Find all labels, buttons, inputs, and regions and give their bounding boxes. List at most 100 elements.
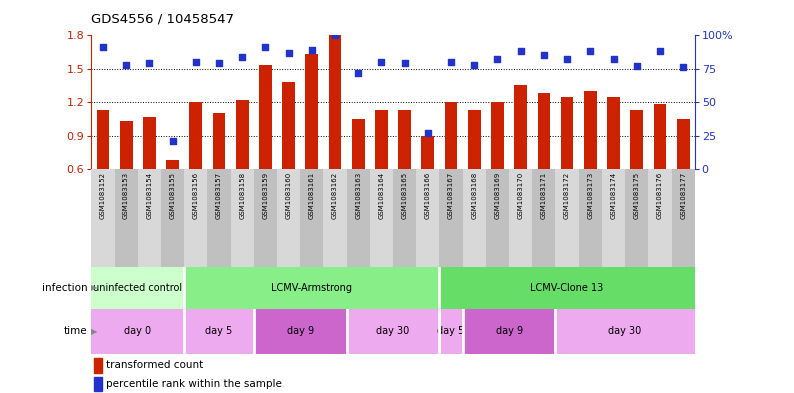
Bar: [439, 267, 695, 309]
Bar: [416, 169, 439, 267]
Bar: [114, 169, 137, 267]
Bar: [306, 54, 318, 169]
Bar: [323, 169, 347, 267]
Point: [399, 60, 411, 66]
Point: [561, 56, 573, 62]
Bar: [445, 102, 457, 169]
Text: GSM1083164: GSM1083164: [379, 172, 384, 219]
Point: [120, 62, 133, 68]
Bar: [120, 121, 133, 169]
Bar: [607, 97, 620, 169]
Bar: [463, 169, 486, 267]
Text: time: time: [64, 326, 87, 336]
Text: GSM1083177: GSM1083177: [680, 172, 686, 219]
Bar: [439, 169, 463, 267]
Text: transformed count: transformed count: [106, 360, 203, 370]
Text: GSM1083158: GSM1083158: [239, 172, 245, 219]
Bar: [676, 119, 689, 169]
Bar: [190, 102, 202, 169]
Bar: [236, 100, 249, 169]
Bar: [300, 169, 323, 267]
Bar: [486, 169, 509, 267]
Bar: [653, 105, 666, 169]
Bar: [347, 309, 439, 354]
Text: day 30: day 30: [376, 326, 410, 336]
Point: [236, 53, 249, 60]
Text: GSM1083175: GSM1083175: [634, 172, 640, 219]
Point: [445, 59, 457, 65]
Bar: [207, 169, 230, 267]
Bar: [393, 169, 416, 267]
Text: uninfected control: uninfected control: [93, 283, 183, 293]
Bar: [561, 97, 573, 169]
Bar: [230, 169, 254, 267]
Point: [97, 44, 110, 51]
Point: [630, 63, 643, 69]
Text: GSM1083170: GSM1083170: [518, 172, 524, 219]
Point: [329, 32, 341, 39]
Text: GSM1083154: GSM1083154: [146, 172, 152, 219]
Text: GSM1083159: GSM1083159: [262, 172, 268, 219]
Bar: [584, 91, 597, 169]
Point: [515, 48, 527, 55]
Point: [143, 60, 156, 66]
Text: GSM1083160: GSM1083160: [286, 172, 291, 219]
Bar: [649, 169, 672, 267]
Point: [190, 59, 202, 65]
Bar: [184, 169, 207, 267]
Text: GSM1083155: GSM1083155: [170, 172, 175, 219]
Bar: [375, 110, 387, 169]
Bar: [538, 93, 550, 169]
Bar: [602, 169, 625, 267]
Bar: [579, 169, 602, 267]
Point: [584, 48, 596, 55]
Text: GSM1083156: GSM1083156: [193, 172, 198, 219]
Bar: [91, 169, 114, 267]
Bar: [556, 169, 579, 267]
Point: [282, 50, 295, 56]
Bar: [166, 160, 179, 169]
Text: GSM1083171: GSM1083171: [541, 172, 547, 219]
Point: [306, 47, 318, 53]
Bar: [97, 110, 110, 169]
Bar: [94, 358, 102, 373]
Point: [653, 48, 666, 55]
Point: [352, 70, 364, 76]
Bar: [282, 82, 295, 169]
Text: day 0: day 0: [124, 326, 152, 336]
Bar: [422, 136, 434, 169]
Text: day 30: day 30: [608, 326, 642, 336]
Bar: [329, 35, 341, 169]
Bar: [184, 309, 254, 354]
Bar: [370, 169, 393, 267]
Text: day 9: day 9: [495, 326, 522, 336]
Bar: [347, 169, 370, 267]
Bar: [399, 110, 411, 169]
Bar: [509, 169, 532, 267]
Text: day 5: day 5: [206, 326, 233, 336]
Text: GSM1083157: GSM1083157: [216, 172, 222, 219]
Point: [607, 56, 620, 62]
Bar: [672, 169, 695, 267]
Bar: [439, 309, 463, 354]
Text: GSM1083174: GSM1083174: [611, 172, 616, 219]
Point: [422, 130, 434, 136]
Text: GSM1083163: GSM1083163: [355, 172, 361, 219]
Point: [468, 62, 480, 68]
Text: GSM1083161: GSM1083161: [309, 172, 314, 219]
Text: GSM1083169: GSM1083169: [495, 172, 500, 219]
Text: GDS4556 / 10458547: GDS4556 / 10458547: [91, 13, 234, 26]
Bar: [468, 110, 480, 169]
Bar: [556, 309, 695, 354]
Text: GSM1083167: GSM1083167: [448, 172, 454, 219]
Text: LCMV-Armstrong: LCMV-Armstrong: [272, 283, 353, 293]
Text: GSM1083162: GSM1083162: [332, 172, 338, 219]
Bar: [184, 267, 439, 309]
Bar: [352, 119, 364, 169]
Bar: [161, 169, 184, 267]
Bar: [515, 85, 527, 169]
Bar: [143, 117, 156, 169]
Text: day 5: day 5: [437, 326, 464, 336]
Text: GSM1083166: GSM1083166: [425, 172, 431, 219]
Text: infection: infection: [42, 283, 87, 293]
